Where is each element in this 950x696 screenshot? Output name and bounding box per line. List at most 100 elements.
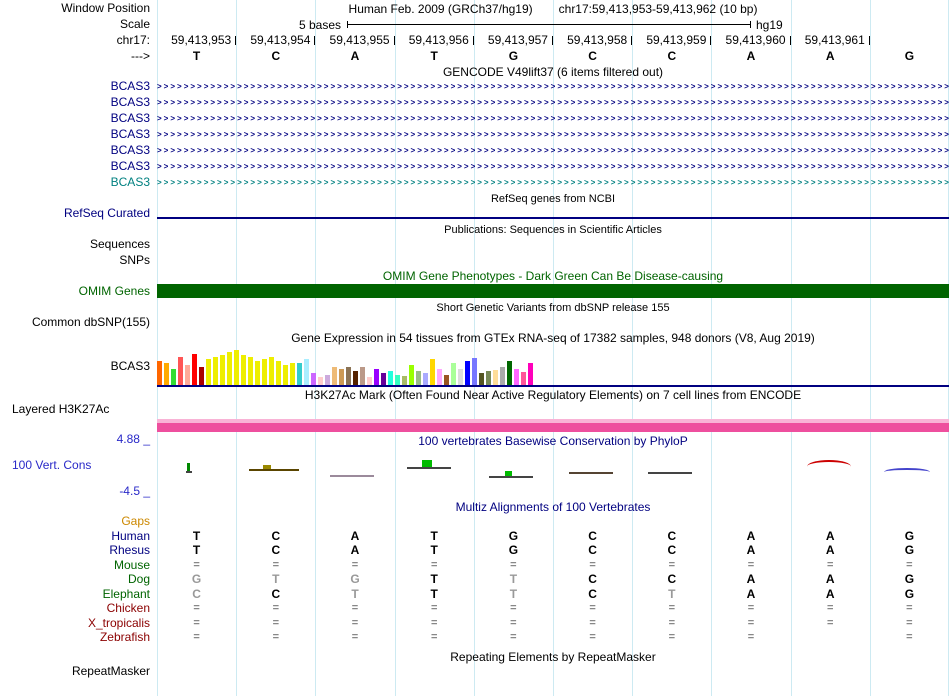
alignment-gap: = — [589, 602, 596, 614]
gridline — [632, 0, 634, 696]
sequences-track-label[interactable]: Sequences — [89, 237, 150, 251]
multiz-species-label[interactable]: X_tropicalis — [87, 616, 150, 630]
gtex-tissue-bar — [451, 363, 456, 385]
gencode-transcript-arrows[interactable]: >>>>>>>>>>>>>>>>>>>>>>>>>>>>>>>>>>>>>>>>… — [157, 162, 949, 171]
alignment-gap: = — [272, 602, 279, 614]
alignment-base: A — [746, 529, 756, 543]
gtex-tissue-bar — [500, 367, 505, 385]
dbsnp-track-label[interactable]: Common dbSNP(155) — [31, 315, 150, 329]
gridline — [236, 0, 238, 696]
refseq-track-header[interactable]: RefSeq genes from NCBI — [490, 193, 616, 205]
gtex-row: BCAS3 — [0, 360, 950, 373]
alignment-base: T — [430, 529, 438, 543]
multiz-species-label[interactable]: Mouse — [113, 558, 150, 572]
refseq-track-label[interactable]: RefSeq Curated — [63, 206, 150, 220]
publications-track-header[interactable]: Publications: Sequences in Scientific Ar… — [444, 224, 662, 236]
gencode-transcript-arrows[interactable]: >>>>>>>>>>>>>>>>>>>>>>>>>>>>>>>>>>>>>>>>… — [157, 114, 949, 123]
phylop-conservation-track[interactable] — [157, 450, 949, 495]
gtex-tissue-bar — [304, 359, 309, 385]
alignment-base: G — [508, 529, 519, 543]
h3k27ac-signal[interactable] — [157, 423, 949, 432]
multiz-row-data[interactable]: = = = = = = = = = — [157, 631, 949, 644]
phylop-track-label[interactable]: 100 Vert. Cons — [12, 458, 92, 472]
gtex-tissue-bar — [507, 361, 512, 385]
gridline — [869, 0, 871, 696]
base-letter: C — [667, 49, 677, 63]
gencode-transcript-arrows[interactable]: >>>>>>>>>>>>>>>>>>>>>>>>>>>>>>>>>>>>>>>>… — [157, 178, 949, 187]
gencode-transcript-arrows[interactable]: >>>>>>>>>>>>>>>>>>>>>>>>>>>>>>>>>>>>>>>>… — [157, 146, 949, 155]
multiz-row-data[interactable] — [157, 515, 949, 528]
base-letter: G — [904, 49, 915, 63]
coordinate-label: 59,413,956 — [408, 33, 469, 47]
multiz-species-label[interactable]: Dog — [127, 572, 150, 586]
refseq-gene-line[interactable] — [157, 217, 949, 219]
multiz-row: Rhesus T C A T G C C A A G — [0, 544, 950, 557]
gencode-transcript-label[interactable]: BCAS3 — [110, 127, 150, 141]
gtex-tissue-bar — [234, 350, 239, 385]
multiz-row-data[interactable]: = = = = = = = = = = — [157, 559, 949, 572]
gencode-transcript-label[interactable]: BCAS3 — [110, 159, 150, 173]
gtex-tissue-bar — [339, 369, 344, 385]
coordinate-label: 59,413,954 — [250, 33, 311, 47]
alignment-base: C — [667, 529, 677, 543]
alignment-base: C — [588, 572, 597, 586]
window-position-label: Window Position — [61, 1, 150, 15]
alignment-base: C — [271, 543, 281, 557]
h3k27ac-track-header[interactable]: H3K27Ac Mark (Often Found Near Active Re… — [304, 388, 802, 402]
alignment-base: G — [191, 572, 202, 586]
gencode-transcript-label[interactable]: BCAS3 — [110, 111, 150, 125]
gencode-transcript-arrows[interactable]: >>>>>>>>>>>>>>>>>>>>>>>>>>>>>>>>>>>>>>>>… — [157, 130, 949, 139]
gencode-transcript-arrows[interactable]: >>>>>>>>>>>>>>>>>>>>>>>>>>>>>>>>>>>>>>>>… — [157, 98, 949, 107]
multiz-species-label[interactable]: Elephant — [102, 587, 150, 601]
repeatmasker-track-label[interactable]: RepeatMasker — [71, 664, 150, 678]
omim-track-label[interactable]: OMIM Genes — [78, 284, 150, 298]
dbsnp-track-header[interactable]: Short Genetic Variants from dbSNP releas… — [436, 302, 670, 314]
omim-gene-bar[interactable] — [157, 284, 949, 298]
coordinate-label: 59,413,960 — [725, 33, 786, 47]
gtex-gene-label[interactable]: BCAS3 — [110, 359, 150, 373]
multiz-species-label[interactable]: Chicken — [106, 601, 150, 615]
gtex-tissue-bar — [409, 365, 414, 385]
multiz-species-label[interactable]: Human — [111, 529, 150, 543]
gtex-tissue-bar — [290, 363, 295, 385]
h3k27ac-track-label[interactable]: Layered H3K27Ac — [12, 402, 110, 416]
alignment-gap: = — [589, 617, 596, 629]
gtex-tissue-bar — [416, 371, 421, 385]
h3k27ac-signal-light[interactable] — [157, 419, 949, 423]
multiz-row-data[interactable]: = = = = = = = = = = — [157, 617, 949, 630]
phylop-track-header[interactable]: 100 vertebrates Basewise Conservation by… — [418, 434, 688, 448]
multiz-species-label[interactable]: Zebrafish — [99, 630, 150, 644]
phylop-mark — [648, 472, 692, 474]
gtex-tissue-bar — [493, 370, 498, 385]
alignment-gap: = — [668, 617, 675, 629]
multiz-row-data[interactable]: = = = = = = = = = = — [157, 602, 949, 615]
gtex-tissue-bar — [472, 358, 477, 385]
gencode-transcript-label[interactable]: BCAS3 — [110, 143, 150, 157]
gencode-transcript-arrows[interactable]: >>>>>>>>>>>>>>>>>>>>>>>>>>>>>>>>>>>>>>>>… — [157, 82, 949, 91]
alignment-base: T — [272, 572, 280, 586]
snps-track-label[interactable]: SNPs — [119, 253, 150, 267]
multiz-row: Zebrafish = = = = = = = = = — [0, 631, 950, 644]
gtex-track-header[interactable]: Gene Expression in 54 tissues from GTEx … — [291, 331, 815, 345]
repeatmasker-track-header[interactable]: Repeating Elements by RepeatMasker — [450, 650, 656, 664]
gencode-transcript-label[interactable]: BCAS3 — [110, 79, 150, 93]
multiz-row: Elephant C C T T T C T A A G — [0, 588, 950, 601]
gencode-track-header[interactable]: GENCODE V49lift37 (6 items filtered out) — [442, 65, 664, 79]
gtex-expression-chart[interactable] — [157, 350, 949, 385]
multiz-species-label[interactable]: Gaps — [121, 514, 150, 528]
base-letter: G — [508, 49, 519, 63]
phylop-mark — [330, 475, 374, 477]
gencode-transcript-label[interactable]: BCAS3 — [110, 175, 150, 189]
multiz-track-header[interactable]: Multiz Alignments of 100 Vertebrates — [455, 500, 651, 514]
gtex-tissue-bar — [199, 367, 204, 385]
gtex-tissue-bar — [332, 367, 337, 385]
omim-track-header[interactable]: OMIM Gene Phenotypes - Dark Green Can Be… — [382, 269, 724, 283]
gencode-transcript-label[interactable]: BCAS3 — [110, 95, 150, 109]
multiz-species-label[interactable]: Rhesus — [109, 543, 150, 557]
alignment-base: A — [825, 543, 835, 557]
